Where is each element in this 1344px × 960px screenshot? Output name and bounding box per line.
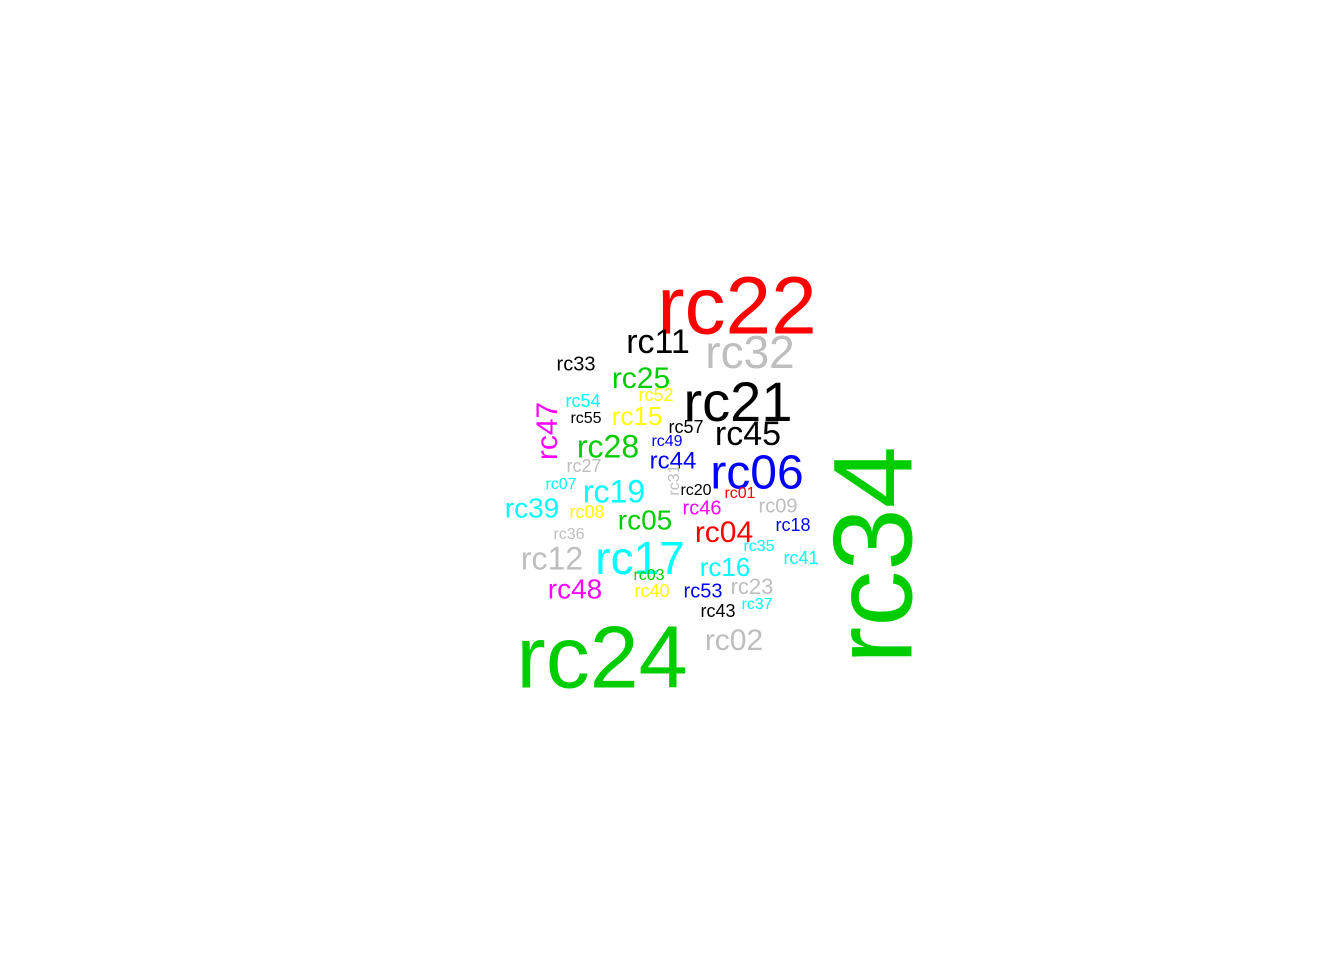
word-rc07: rc07 <box>545 476 576 493</box>
word-rc22: rc22 <box>657 261 817 352</box>
word-rc04: rc04 <box>695 516 753 549</box>
word-rc25: rc25 <box>612 362 670 395</box>
word-rc02: rc02 <box>705 624 763 657</box>
word-rc11: rc11 <box>626 323 690 361</box>
word-rc54: rc54 <box>565 391 600 411</box>
word-rc27: rc27 <box>566 456 601 476</box>
word-rc19: rc19 <box>583 473 645 509</box>
word-rc48: rc48 <box>548 573 602 604</box>
word-rc23: rc23 <box>731 574 774 599</box>
word-rc01: rc01 <box>724 485 755 502</box>
word-rc24: rc24 <box>516 607 687 706</box>
word-rc43: rc43 <box>700 601 735 621</box>
word-rc12: rc12 <box>521 540 583 576</box>
word-rc41: rc41 <box>783 548 818 568</box>
word-rc52: rc52 <box>638 385 673 405</box>
word-rc44: rc44 <box>650 447 697 474</box>
word-rc15: rc15 <box>612 401 663 431</box>
word-rc40: rc40 <box>634 581 669 601</box>
word-rc05: rc05 <box>618 504 672 535</box>
word-rc34: rc34 <box>811 446 936 664</box>
word-rc28: rc28 <box>577 428 639 464</box>
word-rc37: rc37 <box>741 596 772 613</box>
word-rc46: rc46 <box>683 497 722 519</box>
word-rc53: rc53 <box>684 580 723 602</box>
word-rc39: rc39 <box>505 492 559 523</box>
word-rc18: rc18 <box>775 515 810 535</box>
word-rc31: rc31 <box>666 464 683 495</box>
word-rc21: rc21 <box>684 370 793 433</box>
word-rc17: rc17 <box>595 532 684 584</box>
word-rc36: rc36 <box>553 526 584 543</box>
word-rc49: rc49 <box>651 433 682 450</box>
word-rc20: rc20 <box>680 482 711 499</box>
word-rc35: rc35 <box>743 538 774 555</box>
word-rc57: rc57 <box>668 417 703 437</box>
word-rc33: rc33 <box>557 353 596 375</box>
word-rc55: rc55 <box>570 410 601 427</box>
word-rc06: rc06 <box>710 447 803 500</box>
word-rc03: rc03 <box>633 567 664 584</box>
word-rc08: rc08 <box>569 502 604 522</box>
word-rc09: rc09 <box>759 495 798 517</box>
word-rc45: rc45 <box>715 415 781 453</box>
word-rc32: rc32 <box>705 326 794 378</box>
word-rc47: rc47 <box>531 402 564 460</box>
word-rc16: rc16 <box>700 552 751 582</box>
